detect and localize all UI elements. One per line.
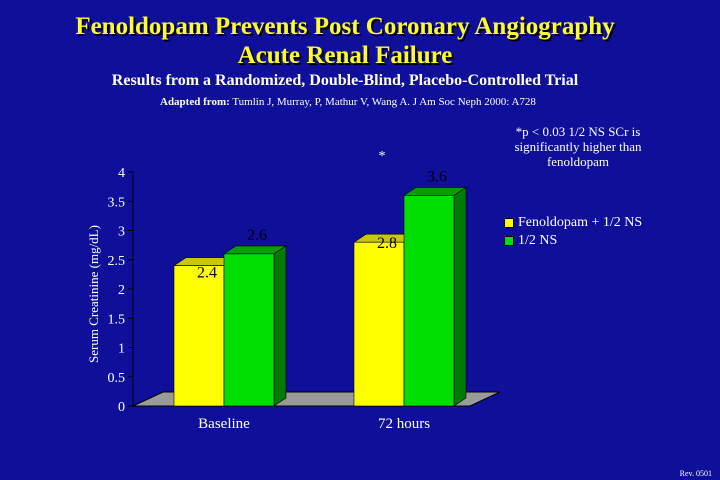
- title-line-2: Acute Renal Failure: [237, 42, 453, 69]
- revision-footer: Rev. 0501: [679, 469, 712, 478]
- bar: [173, 265, 225, 407]
- bar-side: [273, 245, 287, 407]
- legend-swatch-ns: [504, 236, 514, 246]
- significance-asterisk: *: [379, 149, 386, 164]
- significance-note: *p < 0.03 1/2 NS SCr is significantly hi…: [514, 124, 642, 169]
- bar: [353, 241, 405, 407]
- y-tick-label: 1.5: [108, 312, 126, 327]
- title-line-1: Fenoldopam Prevents Post Coronary Angiog…: [75, 13, 615, 40]
- x-category-label: 72 hours: [378, 416, 430, 432]
- source-citation: Adapted from: Tumlin J, Murray, P, Mathu…: [160, 96, 536, 108]
- x-category-label: Baseline: [198, 416, 250, 432]
- bar-value-label: 2.6: [247, 227, 267, 244]
- legend-item-fenoldopam: Fenoldopam + 1/2 NS: [504, 214, 642, 232]
- chart-legend: Fenoldopam + 1/2 NS 1/2 NS: [504, 214, 642, 250]
- legend-label-fenoldopam: Fenoldopam + 1/2 NS: [518, 215, 643, 230]
- y-tick-label: 3.5: [108, 195, 126, 210]
- legend-label-ns: 1/2 NS: [518, 233, 558, 248]
- bar-side: [453, 186, 467, 407]
- y-axis-label: Serum Creatinine (mg/dL): [86, 225, 101, 363]
- slide-title: Fenoldopam Prevents Post Coronary Angiog…: [0, 12, 690, 70]
- bar-value-label: 2.4: [197, 265, 217, 282]
- y-tick-label: 2: [118, 283, 125, 298]
- y-tick-label: 4: [118, 166, 125, 181]
- source-text: Tumlin J, Murray, P, Mathur V, Wang A. J…: [232, 96, 536, 108]
- bar-value-label: 2.8: [377, 235, 397, 252]
- bar: [223, 253, 275, 407]
- legend-swatch-fenoldopam: [504, 218, 514, 228]
- legend-item-ns: 1/2 NS: [504, 232, 642, 250]
- y-tick-label: 0: [118, 400, 125, 415]
- bar: [403, 195, 455, 407]
- source-prefix: Adapted from:: [160, 96, 230, 108]
- slide-subtitle: Results from a Randomized, Double-Blind,…: [111, 72, 579, 89]
- y-tick-label: 2.5: [108, 254, 126, 269]
- y-tick-label: 1: [118, 342, 125, 357]
- y-tick-label: 0.5: [108, 371, 126, 386]
- y-tick-label: 3: [118, 225, 125, 240]
- bar-value-label: 3.6: [427, 168, 447, 185]
